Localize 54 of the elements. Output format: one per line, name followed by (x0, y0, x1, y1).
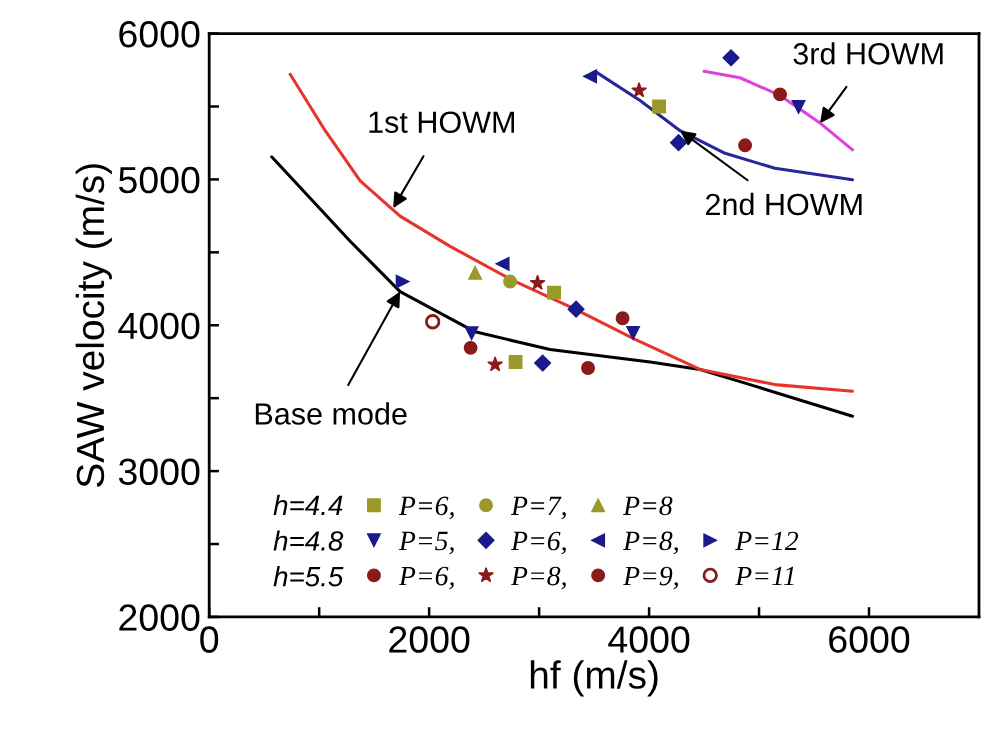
point (631, 82, 648, 98)
y-tick-label: 2000 (119, 604, 200, 631)
legend-label: P=5, (398, 531, 454, 555)
legend-label: P=11 (735, 566, 794, 586)
y-tick-label: 5000 (118, 166, 200, 194)
point (791, 99, 806, 114)
point (722, 49, 740, 67)
point (652, 99, 667, 114)
legend-label: P=8, (622, 531, 678, 555)
annotation: h=4.8 (273, 530, 344, 551)
annotation: Base mode (255, 402, 407, 425)
point (503, 274, 518, 289)
point (534, 354, 552, 372)
point (495, 256, 510, 271)
annotation: 2nd HOWM (706, 192, 862, 216)
x-tick-label: 2000 (389, 626, 470, 653)
legend-label: P=8 (622, 496, 673, 516)
y-tick-label: 4000 (118, 312, 200, 340)
point (529, 274, 546, 290)
annotation: h=4.4 (273, 494, 343, 515)
point (508, 355, 523, 369)
point (547, 285, 562, 300)
legend-label: P=6, (510, 531, 566, 555)
x-axis-title: hf (m/s) (530, 660, 658, 697)
legend-label: P=9, (622, 566, 678, 590)
point (468, 265, 483, 280)
point (425, 314, 441, 330)
point (615, 311, 630, 326)
legend-label: P=6, (398, 496, 454, 520)
point (581, 361, 595, 375)
annotation: 1st HOWM (369, 111, 514, 134)
point (773, 87, 787, 102)
point (626, 325, 641, 340)
annotation: h=5.5 (273, 566, 344, 587)
point (738, 138, 753, 153)
y-tick-label: 6000 (119, 20, 200, 48)
point (583, 69, 598, 84)
x-tick-label: 4000 (608, 626, 690, 653)
legend-label: P=12 (735, 531, 799, 551)
legend-label: P=8, (510, 566, 566, 590)
point (567, 300, 585, 318)
legend-label: P=7, (510, 496, 566, 520)
point (487, 356, 504, 372)
annotation: 3rd HOWM (793, 42, 943, 65)
y-axis-title: SAW velocity (m/s) (75, 164, 112, 487)
x-tick-label: 6000 (829, 626, 910, 653)
legend-label: P=6, (398, 566, 454, 590)
line-series (702, 69, 855, 152)
y-tick-label: 3000 (118, 458, 200, 486)
x-tick-label: 0 (200, 626, 219, 653)
point (464, 326, 479, 341)
point (395, 274, 410, 289)
point (669, 134, 688, 152)
point (463, 340, 478, 355)
